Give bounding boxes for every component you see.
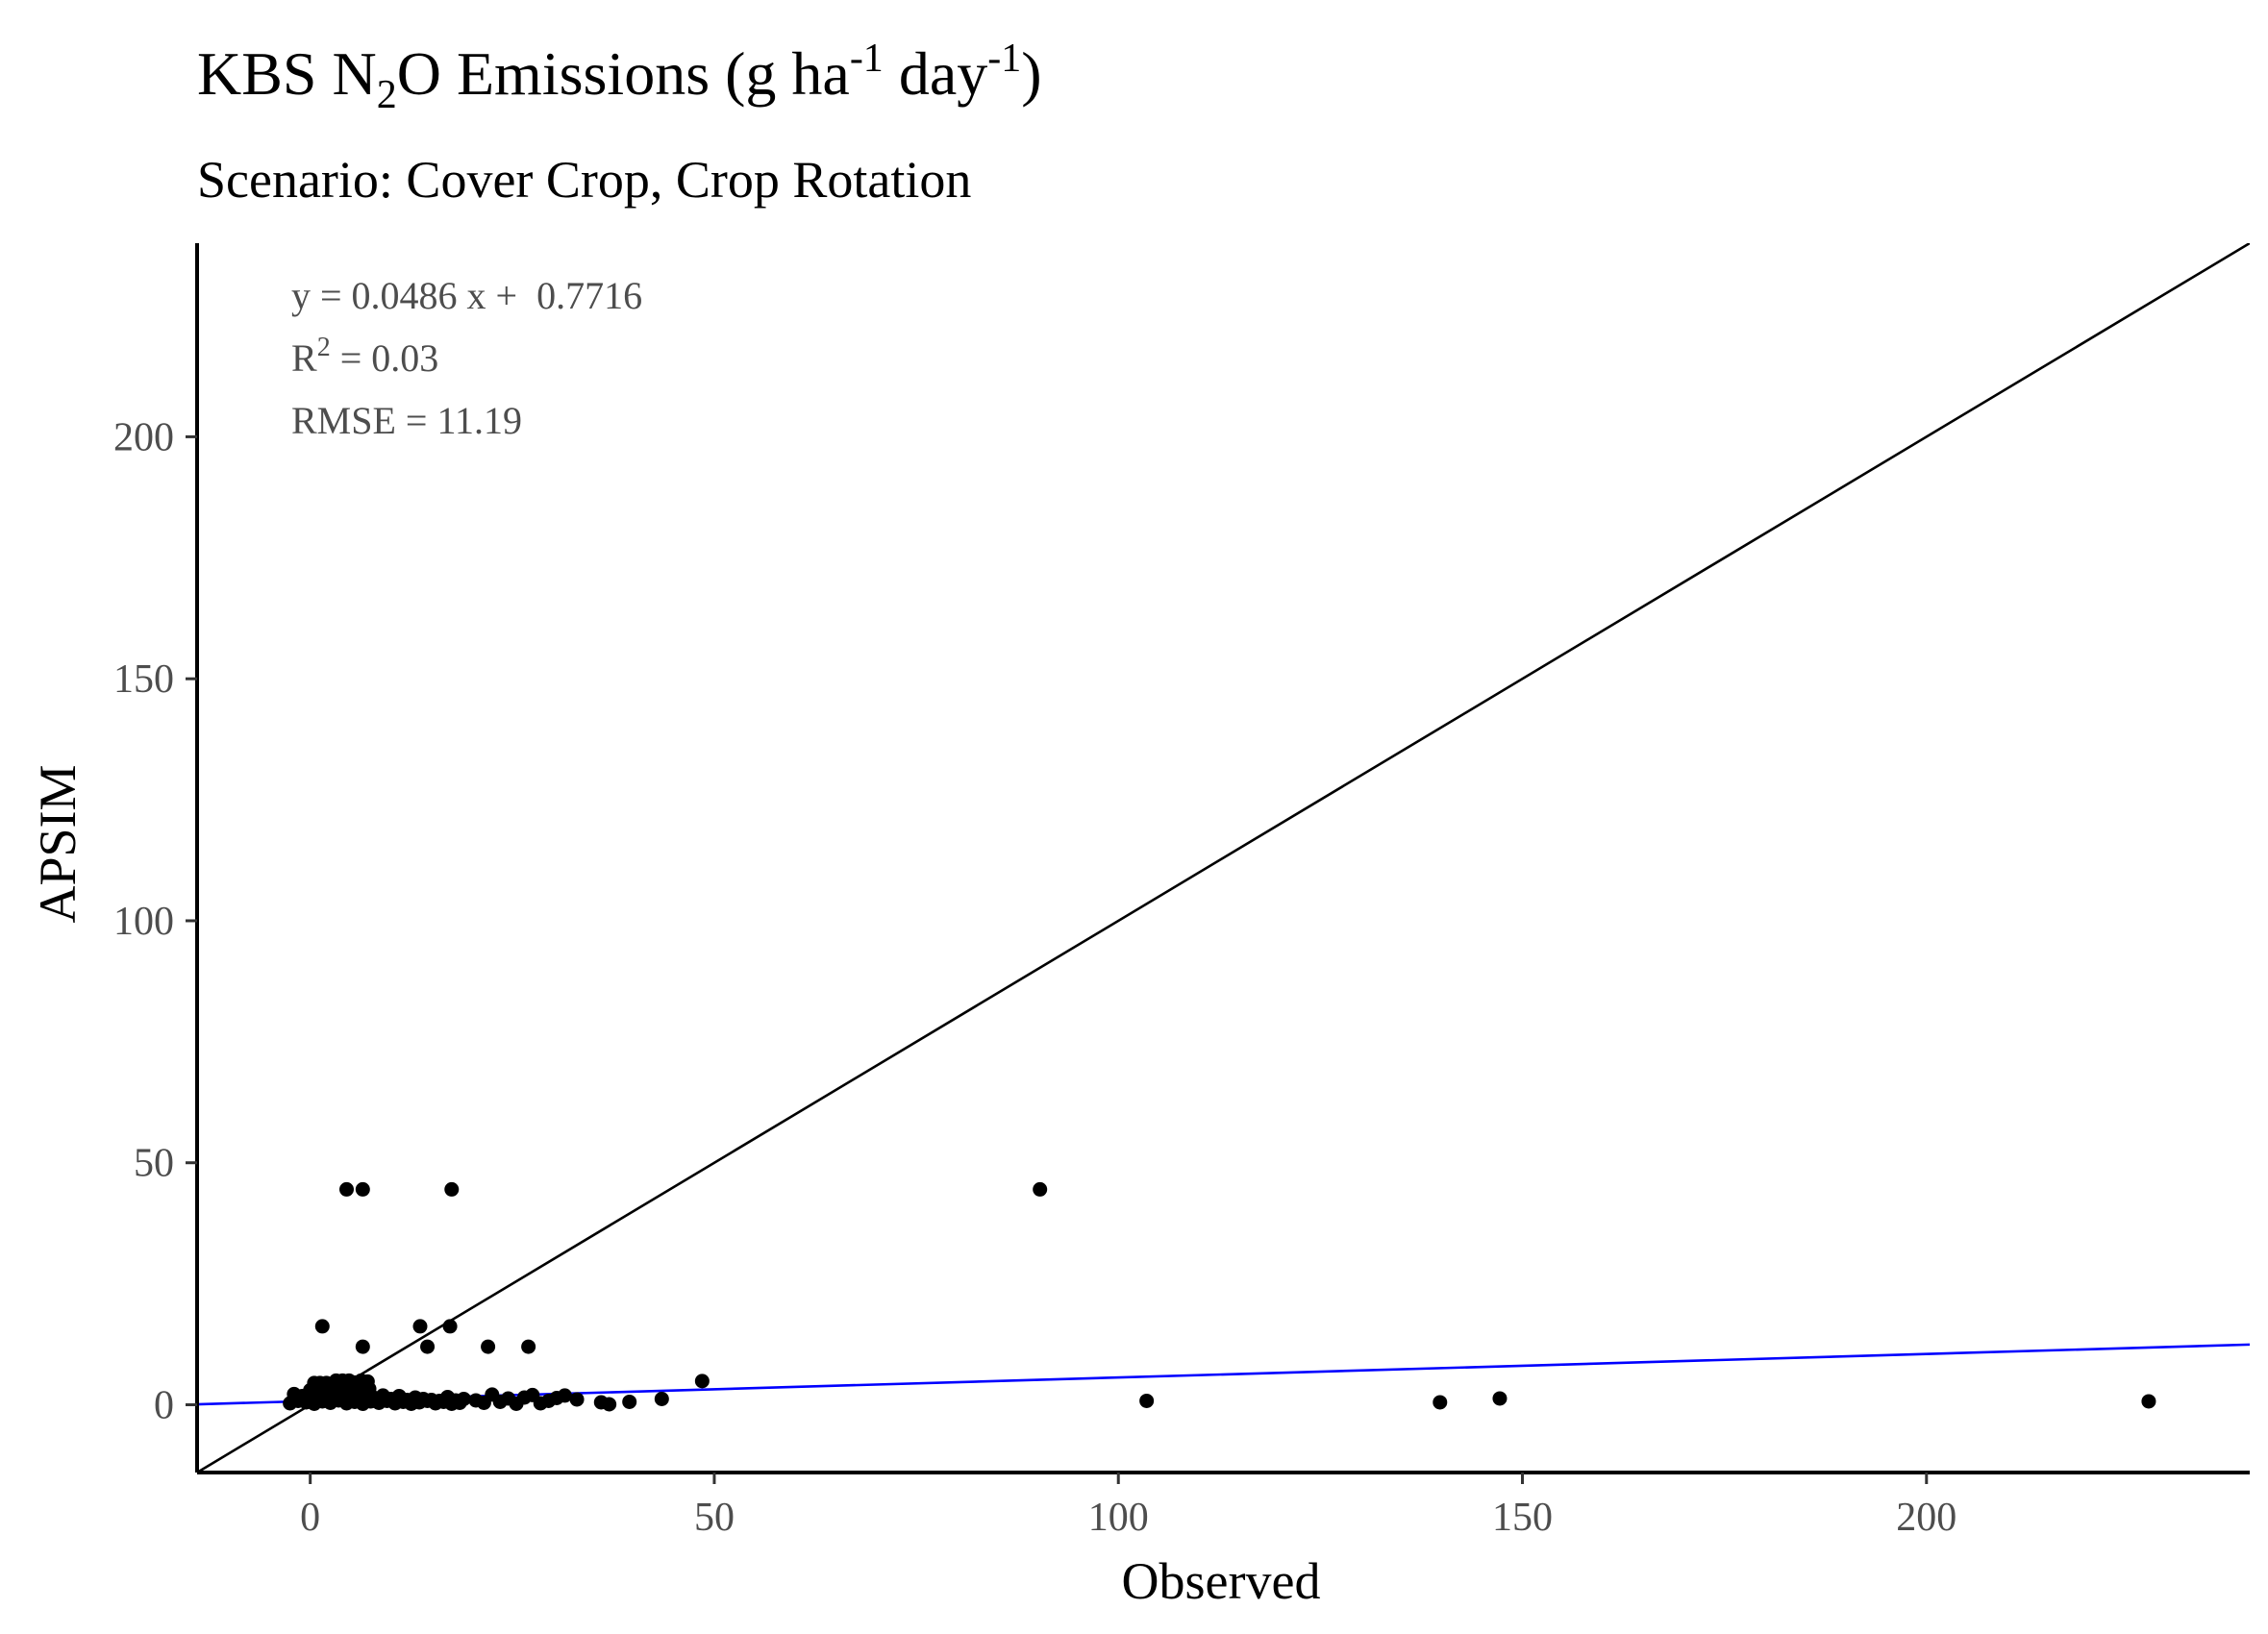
chart-title-part: day bbox=[884, 39, 987, 108]
data-point bbox=[1492, 1391, 1508, 1406]
y-tick-label: 200 bbox=[113, 415, 174, 459]
chart-title-part: -1 bbox=[987, 37, 1021, 81]
chart-subtitle: Scenario: Cover Crop, Crop Rotation bbox=[197, 151, 971, 209]
rmse-label: RMSE = 11.19 bbox=[291, 399, 522, 442]
annotations: y = 0.0486 x + 0.7716 R2 = 0.03 RMSE = 1… bbox=[291, 274, 642, 442]
data-point bbox=[557, 1388, 572, 1403]
data-point bbox=[442, 1319, 458, 1334]
data-point bbox=[1139, 1393, 1155, 1408]
data-point bbox=[654, 1391, 669, 1406]
data-point bbox=[569, 1392, 585, 1407]
data-point bbox=[420, 1339, 436, 1354]
chart-title: KBS N2O Emissions (g ha-1 day-1) bbox=[197, 37, 1042, 117]
data-point bbox=[602, 1397, 617, 1412]
y-tick-label: 50 bbox=[134, 1142, 174, 1186]
chart-title-part: O Emissions (g ha bbox=[397, 39, 850, 108]
axes bbox=[186, 243, 2250, 1484]
data-point bbox=[314, 1319, 330, 1334]
data-point bbox=[622, 1394, 637, 1409]
chart-title-part: ) bbox=[1021, 39, 1041, 108]
data-point bbox=[521, 1339, 536, 1354]
y-tick-label: 100 bbox=[113, 900, 174, 944]
data-point bbox=[2141, 1394, 2156, 1409]
r-squared-label: R2 = 0.03 bbox=[291, 333, 438, 380]
r-squared-exponent: 2 bbox=[317, 333, 331, 362]
data-point bbox=[355, 1339, 370, 1354]
data-point bbox=[444, 1181, 460, 1197]
x-tick-label: 150 bbox=[1492, 1496, 1553, 1540]
tick-labels: 0 50 100 150 200 0 50 100 150 200 bbox=[113, 415, 1956, 1540]
x-axis-title: Observed bbox=[1122, 1552, 1321, 1610]
data-points bbox=[283, 1181, 2156, 1412]
data-point bbox=[339, 1181, 355, 1197]
y-tick-label: 0 bbox=[154, 1384, 174, 1428]
data-point bbox=[355, 1181, 370, 1197]
x-tick-label: 200 bbox=[1896, 1496, 1956, 1540]
y-tick-label: 150 bbox=[113, 657, 174, 702]
one-to-one-line bbox=[197, 243, 2250, 1473]
r-squared-base: R bbox=[291, 336, 317, 380]
chart-title-part: -1 bbox=[850, 37, 884, 81]
chart-title-part: KBS N bbox=[197, 39, 377, 108]
r-squared-value: = 0.03 bbox=[331, 336, 439, 380]
y-axis-title: APSIM bbox=[29, 764, 87, 923]
x-tick-label: 50 bbox=[694, 1496, 735, 1540]
data-point bbox=[412, 1319, 428, 1334]
x-tick-label: 100 bbox=[1088, 1496, 1149, 1540]
data-point bbox=[1433, 1395, 1448, 1410]
data-point bbox=[1033, 1181, 1048, 1197]
chart-title-part: 2 bbox=[377, 73, 397, 117]
data-point bbox=[452, 1395, 467, 1410]
x-tick-label: 0 bbox=[300, 1496, 320, 1540]
regression-equation: y = 0.0486 x + 0.7716 bbox=[291, 274, 642, 317]
data-point bbox=[694, 1374, 710, 1389]
data-point bbox=[481, 1339, 496, 1354]
